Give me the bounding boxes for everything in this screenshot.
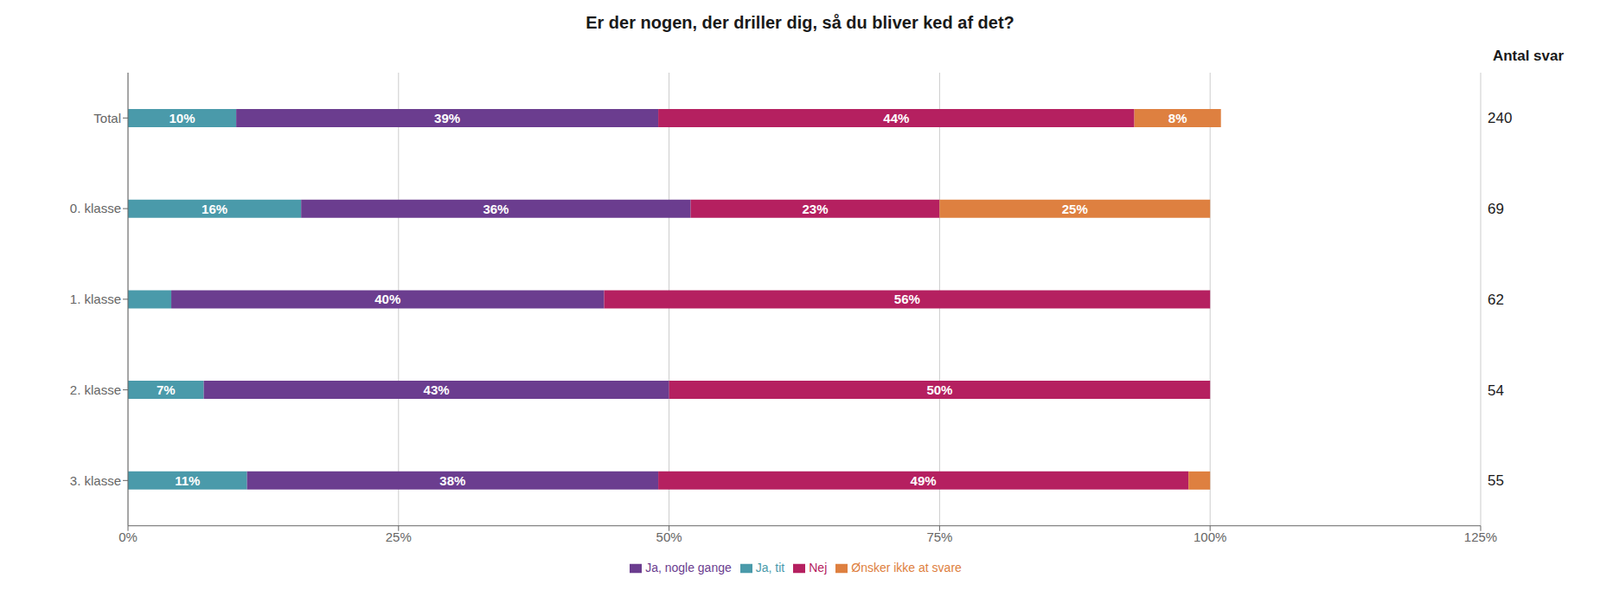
svg-text:Total: Total — [93, 110, 122, 126]
svg-text:54: 54 — [1487, 382, 1504, 399]
svg-text:44%: 44% — [883, 110, 909, 126]
svg-text:55: 55 — [1487, 472, 1504, 489]
svg-text:36%: 36% — [482, 201, 509, 217]
html-text:Ja, nogle gange: Ja, nogle gange — [645, 560, 732, 575]
svg-text:23%: 23% — [801, 201, 828, 217]
html-text:Ønsker ikke at svare: Ønsker ikke at svare — [851, 560, 962, 575]
svg-text:38%: 38% — [439, 473, 466, 488]
svg-text:0. klasse: 0. klasse — [70, 200, 122, 216]
html-text:Er der nogen, der driller dig,: Er der nogen, der driller dig, så du bli… — [585, 12, 1015, 32]
svg-text:2. klasse: 2. klasse — [70, 382, 122, 397]
svg-text:8%: 8% — [1168, 110, 1188, 126]
svg-text:100%: 100% — [1193, 529, 1227, 544]
svg-text:125%: 125% — [1464, 529, 1498, 544]
svg-text:40%: 40% — [374, 291, 401, 307]
html-text:Ja, tit: Ja, tit — [755, 560, 785, 575]
svg-text:69: 69 — [1487, 200, 1504, 218]
svg-text:11%: 11% — [174, 473, 200, 488]
svg-text:50%: 50% — [926, 382, 953, 397]
svg-text:16%: 16% — [201, 201, 228, 217]
html-text:Nej: Nej — [808, 560, 828, 575]
svg-text:75%: 75% — [926, 529, 953, 544]
svg-text:7%: 7% — [156, 382, 176, 397]
svg-text:Antal svar: Antal svar — [1492, 47, 1565, 64]
svg-text:25%: 25% — [385, 529, 412, 544]
svg-text:240: 240 — [1487, 109, 1512, 127]
svg-text:49%: 49% — [910, 473, 937, 488]
svg-text:0%: 0% — [118, 529, 138, 544]
svg-text:10%: 10% — [169, 110, 196, 126]
svg-text:1. klasse: 1. klasse — [70, 291, 122, 307]
svg-text:25%: 25% — [1062, 201, 1088, 217]
svg-text:3. klasse: 3. klasse — [70, 473, 122, 488]
svg-text:39%: 39% — [434, 110, 461, 126]
svg-text:62: 62 — [1487, 291, 1504, 308]
svg-text:56%: 56% — [894, 291, 921, 307]
svg-text:43%: 43% — [423, 382, 450, 397]
svg-text:50%: 50% — [656, 529, 683, 544]
